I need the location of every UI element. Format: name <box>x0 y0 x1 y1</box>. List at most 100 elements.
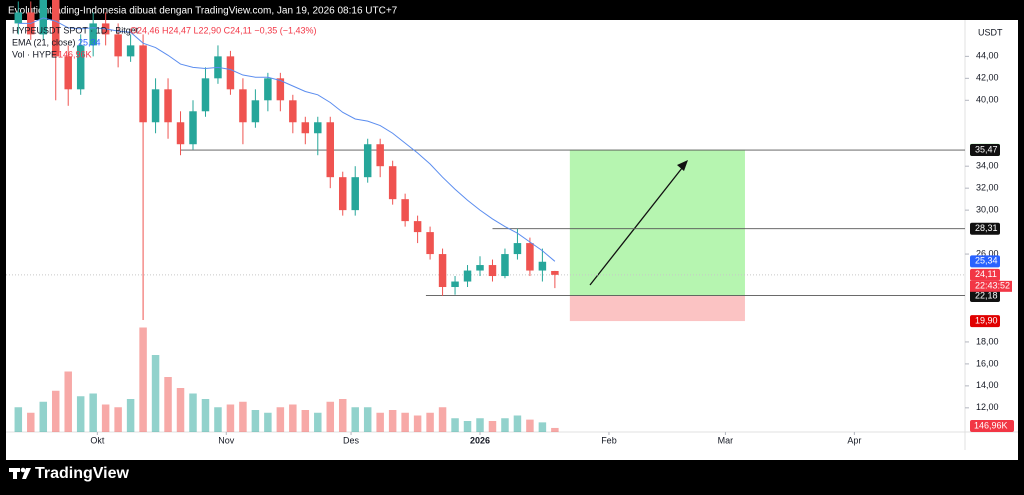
legend-ema: EMA (21, close) <box>12 37 76 47</box>
brand: TradingView <box>35 465 130 482</box>
y-tick-label: 16,00 <box>976 358 999 368</box>
volume-bar <box>351 407 359 432</box>
x-tick-label: Des <box>343 435 360 445</box>
volume-bar <box>164 377 172 432</box>
x-tick-label: 2026 <box>470 435 490 445</box>
price-label-box <box>970 144 1000 157</box>
candle-body <box>201 78 210 112</box>
logo-mark <box>22 468 31 479</box>
volume-bar <box>51 390 60 432</box>
candle-body <box>289 100 297 123</box>
countdown: 22:43:52 <box>975 281 1010 291</box>
y-tick-label: 40,00 <box>976 95 999 105</box>
candle-body <box>114 34 122 57</box>
candle-body <box>39 0 48 35</box>
volume-label: 146,96K <box>974 420 1008 430</box>
x-tick-label: Feb <box>601 435 617 445</box>
volume-bar <box>463 421 472 432</box>
candle-body <box>64 56 72 90</box>
candle-body <box>501 254 509 277</box>
price-label: 35,47 <box>975 144 998 154</box>
candle-body <box>426 232 434 255</box>
logo-mark <box>13 468 17 479</box>
volume-bar <box>76 396 85 432</box>
volume-bar <box>226 404 235 432</box>
candle-body <box>538 261 547 271</box>
y-tick-label: 42,00 <box>976 73 999 83</box>
legend-symbol: HYPEUSDT SPOT · 1D · Bitget <box>12 25 139 35</box>
y-tick-label: 12,00 <box>976 402 999 412</box>
volume-bar <box>426 412 434 432</box>
legend-vol: Vol · HYPE <box>12 49 57 59</box>
volume-bar <box>176 388 185 432</box>
volume-bar <box>89 393 97 432</box>
candle-body <box>89 23 97 46</box>
price-label: 19,90 <box>975 315 998 325</box>
target-zone <box>569 149 745 297</box>
chart-panel <box>6 20 1018 460</box>
candle-body <box>176 122 185 145</box>
arrow-head <box>677 160 688 171</box>
price-label: 24,11 <box>975 269 997 279</box>
volume-bar <box>314 412 322 432</box>
volume-bar <box>363 407 372 432</box>
x-tick-label: Mar <box>718 435 734 445</box>
plot: 44,00 42,00 40,00 34,00 32,00 30,00 26,00 18,00… <box>6 0 1014 445</box>
volume-bar <box>451 418 459 432</box>
volume-bar <box>438 407 447 432</box>
volume-bar <box>27 412 35 432</box>
volume-bar <box>538 422 547 432</box>
volume-bar <box>488 421 497 432</box>
price-label: 28,31 <box>975 223 998 233</box>
candle-body <box>476 265 484 271</box>
legend: HYPEUSDT SPOT · 1D · Bitget O24,46 H24,4… <box>12 25 316 59</box>
volume-label-box <box>970 420 1014 432</box>
volume-bar <box>338 399 347 432</box>
candle-body <box>189 111 197 145</box>
candle-body <box>376 144 384 167</box>
y-tick-label: 26,00 <box>976 248 999 258</box>
legend-ohlc: O24,46 H24,47 L22,90 C24,11 −0,35 (−1,43… <box>130 25 316 35</box>
volume-bar <box>239 401 247 432</box>
price-label-box <box>970 255 1000 268</box>
candle-body <box>151 89 160 123</box>
candle-body <box>413 221 422 233</box>
candle-body <box>401 199 409 222</box>
countdown-box <box>970 280 1012 292</box>
volume-bar <box>114 407 122 432</box>
volume-bar <box>139 327 147 432</box>
volume-bar <box>526 419 534 432</box>
candle-body <box>276 78 285 101</box>
price-label-box <box>970 290 1000 303</box>
volume-bar <box>214 407 222 432</box>
candle-body <box>463 270 472 282</box>
candle-body <box>251 100 260 123</box>
candle-body <box>264 78 272 101</box>
arrow <box>589 162 687 286</box>
x-tick-label: Okt <box>90 435 105 445</box>
candle-body <box>351 177 359 211</box>
candle-body <box>513 243 522 255</box>
y-tick-label: 34,00 <box>976 161 999 171</box>
candle-body <box>76 45 85 90</box>
candle-body <box>438 254 447 288</box>
candle-body <box>363 144 372 178</box>
price-label: 22,18 <box>975 290 998 300</box>
y-tick-label: 32,00 <box>976 183 999 193</box>
candle-body <box>526 243 534 271</box>
volume-bar <box>326 401 335 432</box>
volume-bar <box>388 410 397 432</box>
price-label-box <box>970 315 1000 328</box>
candle-body <box>488 265 497 277</box>
volume-bar <box>513 415 522 432</box>
candle-body <box>551 270 559 275</box>
volume-bar <box>289 404 297 432</box>
candle-body <box>126 45 135 57</box>
volume-bar <box>201 399 210 432</box>
volume-bar <box>14 407 23 432</box>
y-tick-label: 18,00 <box>976 336 999 346</box>
volume-bar <box>64 371 72 432</box>
volume-bar <box>39 401 48 432</box>
volume-bar <box>501 418 509 432</box>
volume-bar <box>276 407 285 432</box>
